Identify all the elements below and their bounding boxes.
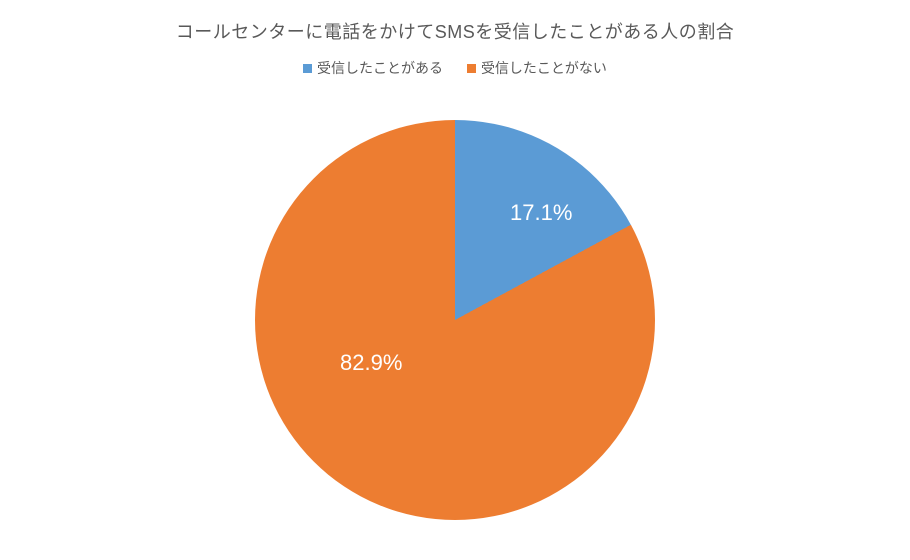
- legend-label: 受信したことがない: [481, 58, 607, 78]
- legend-label: 受信したことがある: [317, 58, 443, 78]
- slice-label-not-received: 82.9%: [340, 350, 402, 376]
- chart-legend: 受信したことがある 受信したことがない: [0, 58, 910, 78]
- pie-wrap: 17.1% 82.9%: [0, 95, 910, 545]
- legend-swatch: [467, 64, 476, 73]
- chart-title: コールセンターに電話をかけてSMSを受信したことがある人の割合: [0, 18, 910, 44]
- legend-swatch: [303, 64, 312, 73]
- pie: 17.1% 82.9%: [255, 120, 655, 520]
- legend-item-received: 受信したことがある: [303, 58, 443, 78]
- pie-chart-container: コールセンターに電話をかけてSMSを受信したことがある人の割合 受信したことがあ…: [0, 0, 910, 560]
- slice-label-received: 17.1%: [510, 200, 572, 226]
- legend-item-not-received: 受信したことがない: [467, 58, 607, 78]
